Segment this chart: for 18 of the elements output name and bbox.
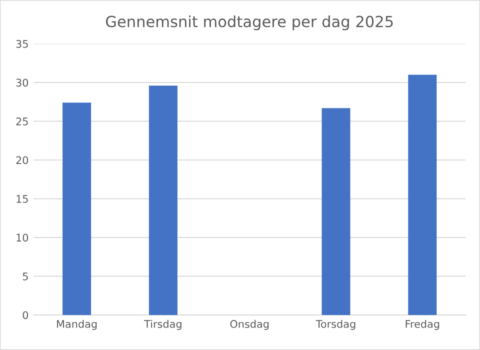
y-tick-label: 10 [16,234,28,242]
bar [408,74,437,315]
y-tick-label: 30 [16,78,28,87]
y-tick-label: 20 [16,156,28,164]
chart-title: Gennemsnit modtagere per dag 2025 [106,15,393,30]
y-tick-label: 35 [16,40,28,48]
bar [148,86,178,315]
y-tick-label: 25 [16,117,28,126]
x-tick-label: Onsdag [230,320,269,330]
bar [62,102,92,315]
x-tick-label: Tirsdag [144,320,182,330]
x-tick-label: Torsdag [316,320,356,330]
bar [322,108,350,315]
x-tick-label: Fredag [406,320,440,330]
y-tick-label: 5 [22,272,28,280]
x-tick-label: Mandag [57,320,97,330]
y-tick-label: 0 [22,311,28,320]
y-tick-label: 15 [16,195,28,203]
